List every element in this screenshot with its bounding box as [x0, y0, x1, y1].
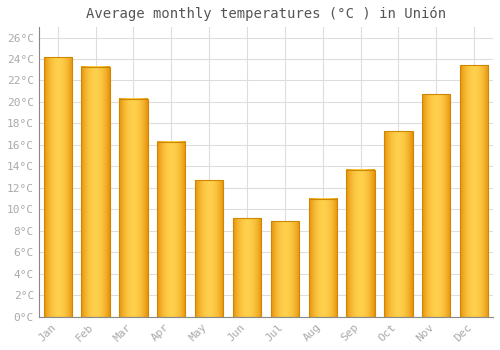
- Bar: [82, 66, 110, 317]
- Bar: [157, 142, 186, 317]
- Bar: [270, 221, 299, 317]
- Bar: [384, 131, 412, 317]
- Bar: [119, 99, 148, 317]
- Bar: [233, 218, 261, 317]
- Bar: [346, 170, 375, 317]
- Title: Average monthly temperatures (°C ) in Unión: Average monthly temperatures (°C ) in Un…: [86, 7, 446, 21]
- Bar: [308, 199, 337, 317]
- Bar: [195, 180, 224, 317]
- Bar: [422, 94, 450, 317]
- Bar: [460, 65, 488, 317]
- Bar: [44, 57, 72, 317]
